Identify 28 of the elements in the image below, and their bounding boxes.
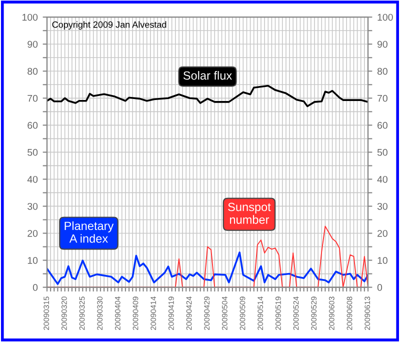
y2-tick-label: 60 bbox=[378, 122, 388, 129]
y-tick-label: 80 bbox=[28, 68, 38, 75]
y-tick-label: 30 bbox=[28, 202, 38, 210]
series-label: Sunspot number bbox=[228, 202, 271, 224]
y-tick-label: 50 bbox=[28, 148, 38, 156]
annotation: Copyright 2009 Jan Alvestad bbox=[52, 21, 166, 30]
y2-tick-label: 0 bbox=[377, 284, 382, 291]
y-tick-label: 70 bbox=[28, 94, 38, 102]
y-tick-label: 0 bbox=[32, 284, 38, 291]
y-tick-label: 40 bbox=[27, 176, 38, 183]
y-tick-label: 90 bbox=[28, 40, 38, 48]
y-tick-label: 20 bbox=[28, 230, 38, 237]
y2-tick-label: 30 bbox=[377, 202, 388, 210]
line-series bbox=[47, 84, 368, 108]
y2-tick-label: 50 bbox=[377, 148, 388, 156]
y2-tick-label: 10 bbox=[378, 256, 388, 264]
y2-tick-label: 100 bbox=[378, 14, 393, 21]
series-label: Solar flux bbox=[183, 71, 232, 80]
line-series bbox=[47, 252, 368, 285]
y-tick-label: 100 bbox=[22, 14, 38, 21]
y-tick-label: 10 bbox=[28, 256, 38, 264]
y2-tick-label: 90 bbox=[377, 40, 388, 48]
y2-tick-label: 40 bbox=[377, 176, 388, 183]
y2-tick-label: 70 bbox=[378, 94, 388, 102]
y-tick-label: 60 bbox=[28, 122, 38, 129]
text: Planetary A index bbox=[64, 221, 114, 243]
y2-tick-label: 80 bbox=[377, 68, 388, 75]
y2-tick-label: 20 bbox=[378, 230, 388, 237]
